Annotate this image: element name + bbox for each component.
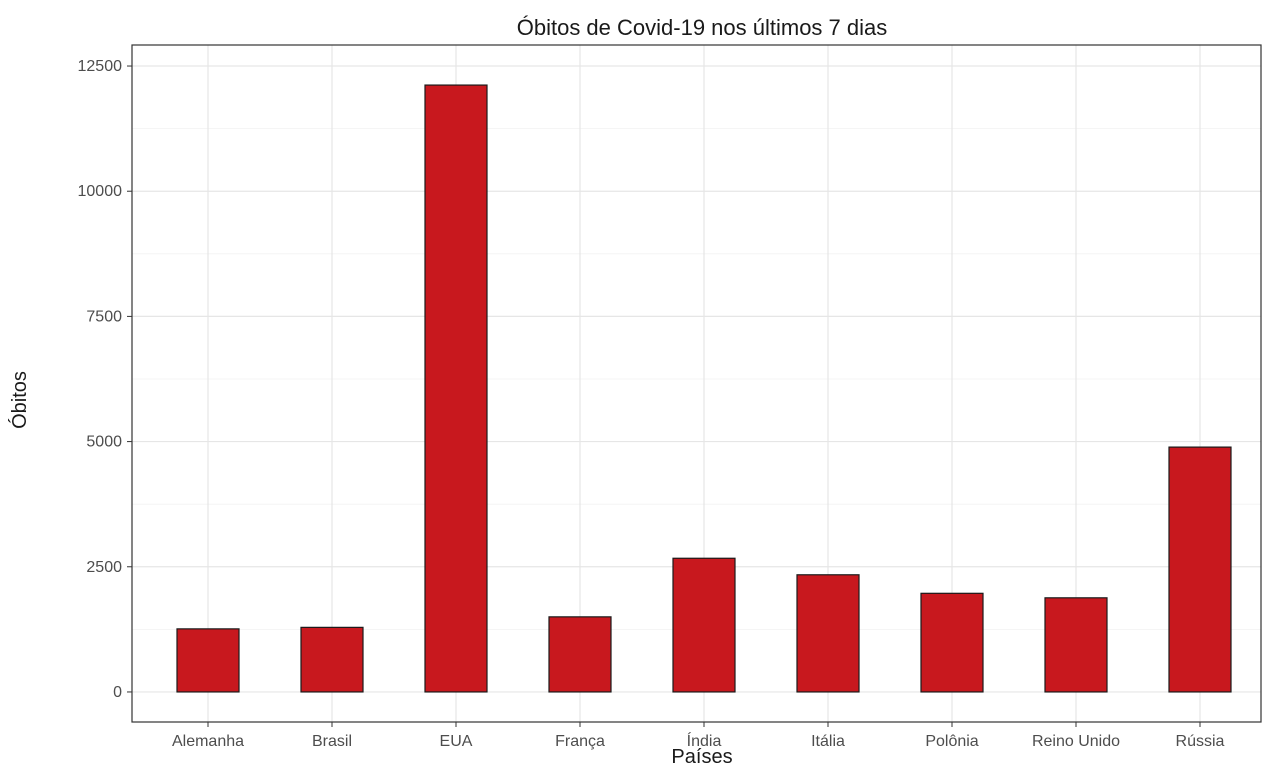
y-axis-ticks: 0 2500 5000 7500 10000 12500 [78,58,132,701]
bars [176,84,1232,693]
bar-brasil [300,626,364,693]
y-tick-label: 12500 [78,58,123,75]
x-tick-label: Polônia [925,733,978,750]
x-tick-label: Brasil [312,733,352,750]
bar-polônia [920,592,984,693]
x-tick-label: Índia [687,731,722,750]
bar-eua [424,84,488,693]
x-tick-label: Rússia [1176,733,1225,750]
y-tick-label: 5000 [86,434,122,451]
bar-rússia [1168,446,1232,693]
y-tick-label: 0 [113,684,122,701]
bar-reino-unido [1044,597,1108,693]
x-tick-label: Reino Unido [1032,733,1120,750]
bar-itália [796,574,860,693]
bar-frança [548,616,612,693]
x-tick-label: Itália [811,733,845,750]
x-tick-label: França [555,733,605,750]
bar-alemanha [176,628,240,693]
x-tick-label: Alemanha [172,733,244,750]
chart-title: Óbitos de Covid-19 nos últimos 7 dias [517,15,888,40]
plot-panel-border [131,44,1262,723]
x-axis-ticks: Alemanha Brasil EUA França Índia Itália Polôni… [172,722,1225,750]
x-tick-label: EUA [440,733,473,750]
y-tick-label: 7500 [86,308,122,325]
y-axis-title: Óbitos [8,371,31,429]
y-tick-label: 2500 [86,559,122,576]
y-tick-label: 10000 [78,183,123,200]
bar-índia [672,557,736,693]
x-axis-title: Países [671,746,732,765]
